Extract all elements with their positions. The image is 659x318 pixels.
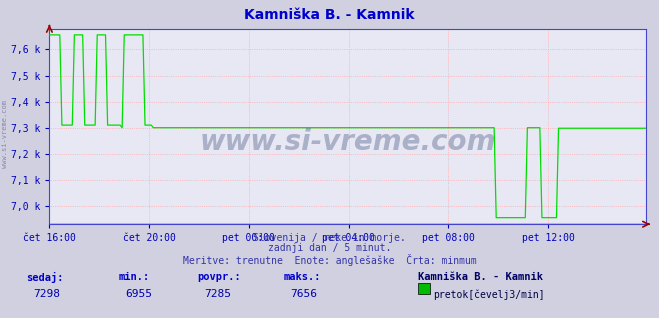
Text: www.si-vreme.com: www.si-vreme.com bbox=[2, 100, 9, 168]
Text: Slovenija / reke in morje.: Slovenija / reke in morje. bbox=[253, 233, 406, 243]
Text: www.si-vreme.com: www.si-vreme.com bbox=[200, 128, 496, 156]
Text: Kamniška B. - Kamnik: Kamniška B. - Kamnik bbox=[418, 272, 544, 282]
Text: maks.:: maks.: bbox=[283, 272, 321, 282]
Text: 7656: 7656 bbox=[290, 289, 317, 299]
Text: min.:: min.: bbox=[119, 272, 150, 282]
Text: sedaj:: sedaj: bbox=[26, 272, 64, 283]
Text: 7285: 7285 bbox=[204, 289, 231, 299]
Text: pretok[čevelj3/min]: pretok[čevelj3/min] bbox=[434, 289, 545, 300]
Text: zadnji dan / 5 minut.: zadnji dan / 5 minut. bbox=[268, 243, 391, 253]
Text: 7298: 7298 bbox=[33, 289, 60, 299]
Text: 6955: 6955 bbox=[125, 289, 152, 299]
Text: Meritve: trenutne  Enote: anglešaške  Črta: minmum: Meritve: trenutne Enote: anglešaške Črta… bbox=[183, 254, 476, 266]
Text: Kamniška B. - Kamnik: Kamniška B. - Kamnik bbox=[244, 8, 415, 22]
Text: povpr.:: povpr.: bbox=[198, 272, 241, 282]
